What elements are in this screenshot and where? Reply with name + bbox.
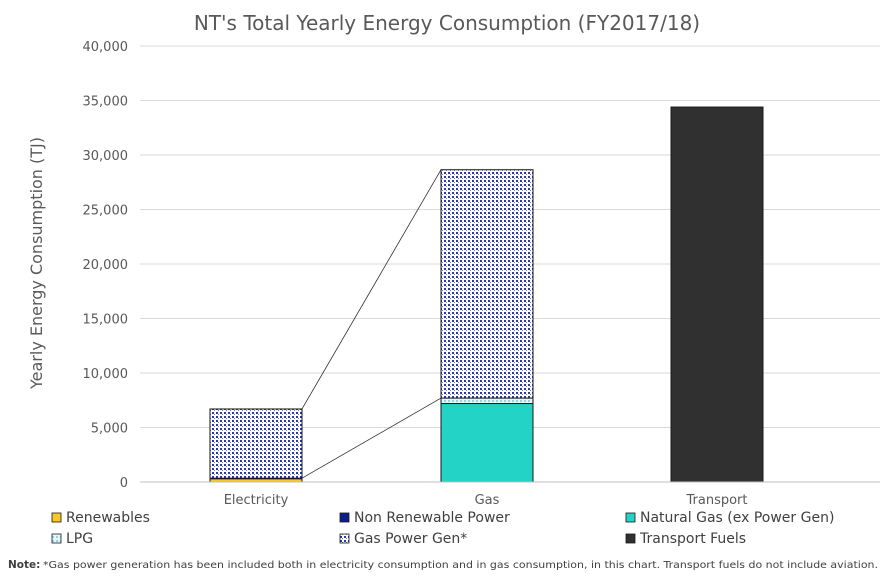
y-tick-label: 0	[120, 476, 128, 491]
legend-swatch	[339, 512, 350, 523]
legend-entry-gas-power-gen: Gas Power Gen*	[339, 531, 467, 547]
y-tick-label: 30,000	[83, 149, 129, 164]
bar-gas-gas-power-gen	[440, 169, 534, 399]
legend-label: Gas Power Gen*	[354, 531, 467, 547]
chart-title: NT's Total Yearly Energy Consumption (FY…	[194, 11, 700, 35]
y-tick-label: 25,000	[83, 204, 129, 219]
category-label-gas: Gas	[475, 493, 500, 508]
bar-gas-natural-gas-ex-power-gen	[440, 403, 534, 483]
bar-transport-transport-fuels	[670, 106, 764, 483]
legend-label: Non Renewable Power	[354, 510, 510, 526]
category-labels: Electricity Gas Transport	[224, 493, 748, 508]
legend-swatch	[625, 533, 636, 544]
legend-label: LPG	[66, 531, 93, 547]
legend-label: Renewables	[66, 510, 150, 526]
y-tick-label: 5,000	[91, 422, 128, 437]
y-tick-label: 35,000	[83, 95, 129, 110]
bar-gas-lpg	[440, 397, 534, 405]
y-tick-label: 20,000	[83, 258, 129, 273]
bars	[209, 106, 764, 483]
connector-line	[301, 397, 442, 479]
legend-entry-lpg: LPG	[51, 531, 93, 547]
legend-entry-transport-fuels: Transport Fuels	[625, 531, 746, 547]
note-label: Note:	[8, 559, 40, 571]
bar-electricity-gas-power-gen	[209, 408, 303, 479]
y-axis-label: Yearly Energy Consumption (TJ)	[27, 137, 46, 390]
category-label-electricity: Electricity	[224, 493, 289, 508]
y-tick-label: 40,000	[83, 40, 129, 55]
legend-entry-natural-gas-ex-power-gen: Natural Gas (ex Power Gen)	[625, 510, 834, 526]
y-tick-label: 15,000	[83, 313, 129, 328]
y-tick-labels: 0 5,000 10,000 15,000 20,000 25,000 30,000 35,0…	[83, 40, 129, 491]
legend-swatch	[51, 512, 62, 523]
legend-swatch	[339, 533, 350, 544]
legend-entry-non-renewable-power: Non Renewable Power	[339, 510, 510, 526]
legend: Renewables Non Renewable Power Natural Gas…	[51, 510, 834, 547]
legend-label: Natural Gas (ex Power Gen)	[640, 510, 834, 526]
legend-label: Transport Fuels	[639, 531, 746, 547]
note-text: *Gas power generation has been included …	[43, 560, 878, 571]
connector-line	[301, 169, 442, 410]
legend-swatch	[625, 512, 636, 523]
y-tick-label: 10,000	[83, 367, 129, 382]
legend-swatch	[51, 533, 62, 544]
footnote: Note: *Gas power generation has been inc…	[8, 559, 878, 571]
connector-lines	[301, 169, 442, 479]
category-label-transport: Transport	[685, 493, 747, 508]
legend-entry-renewables: Renewables	[51, 510, 150, 526]
